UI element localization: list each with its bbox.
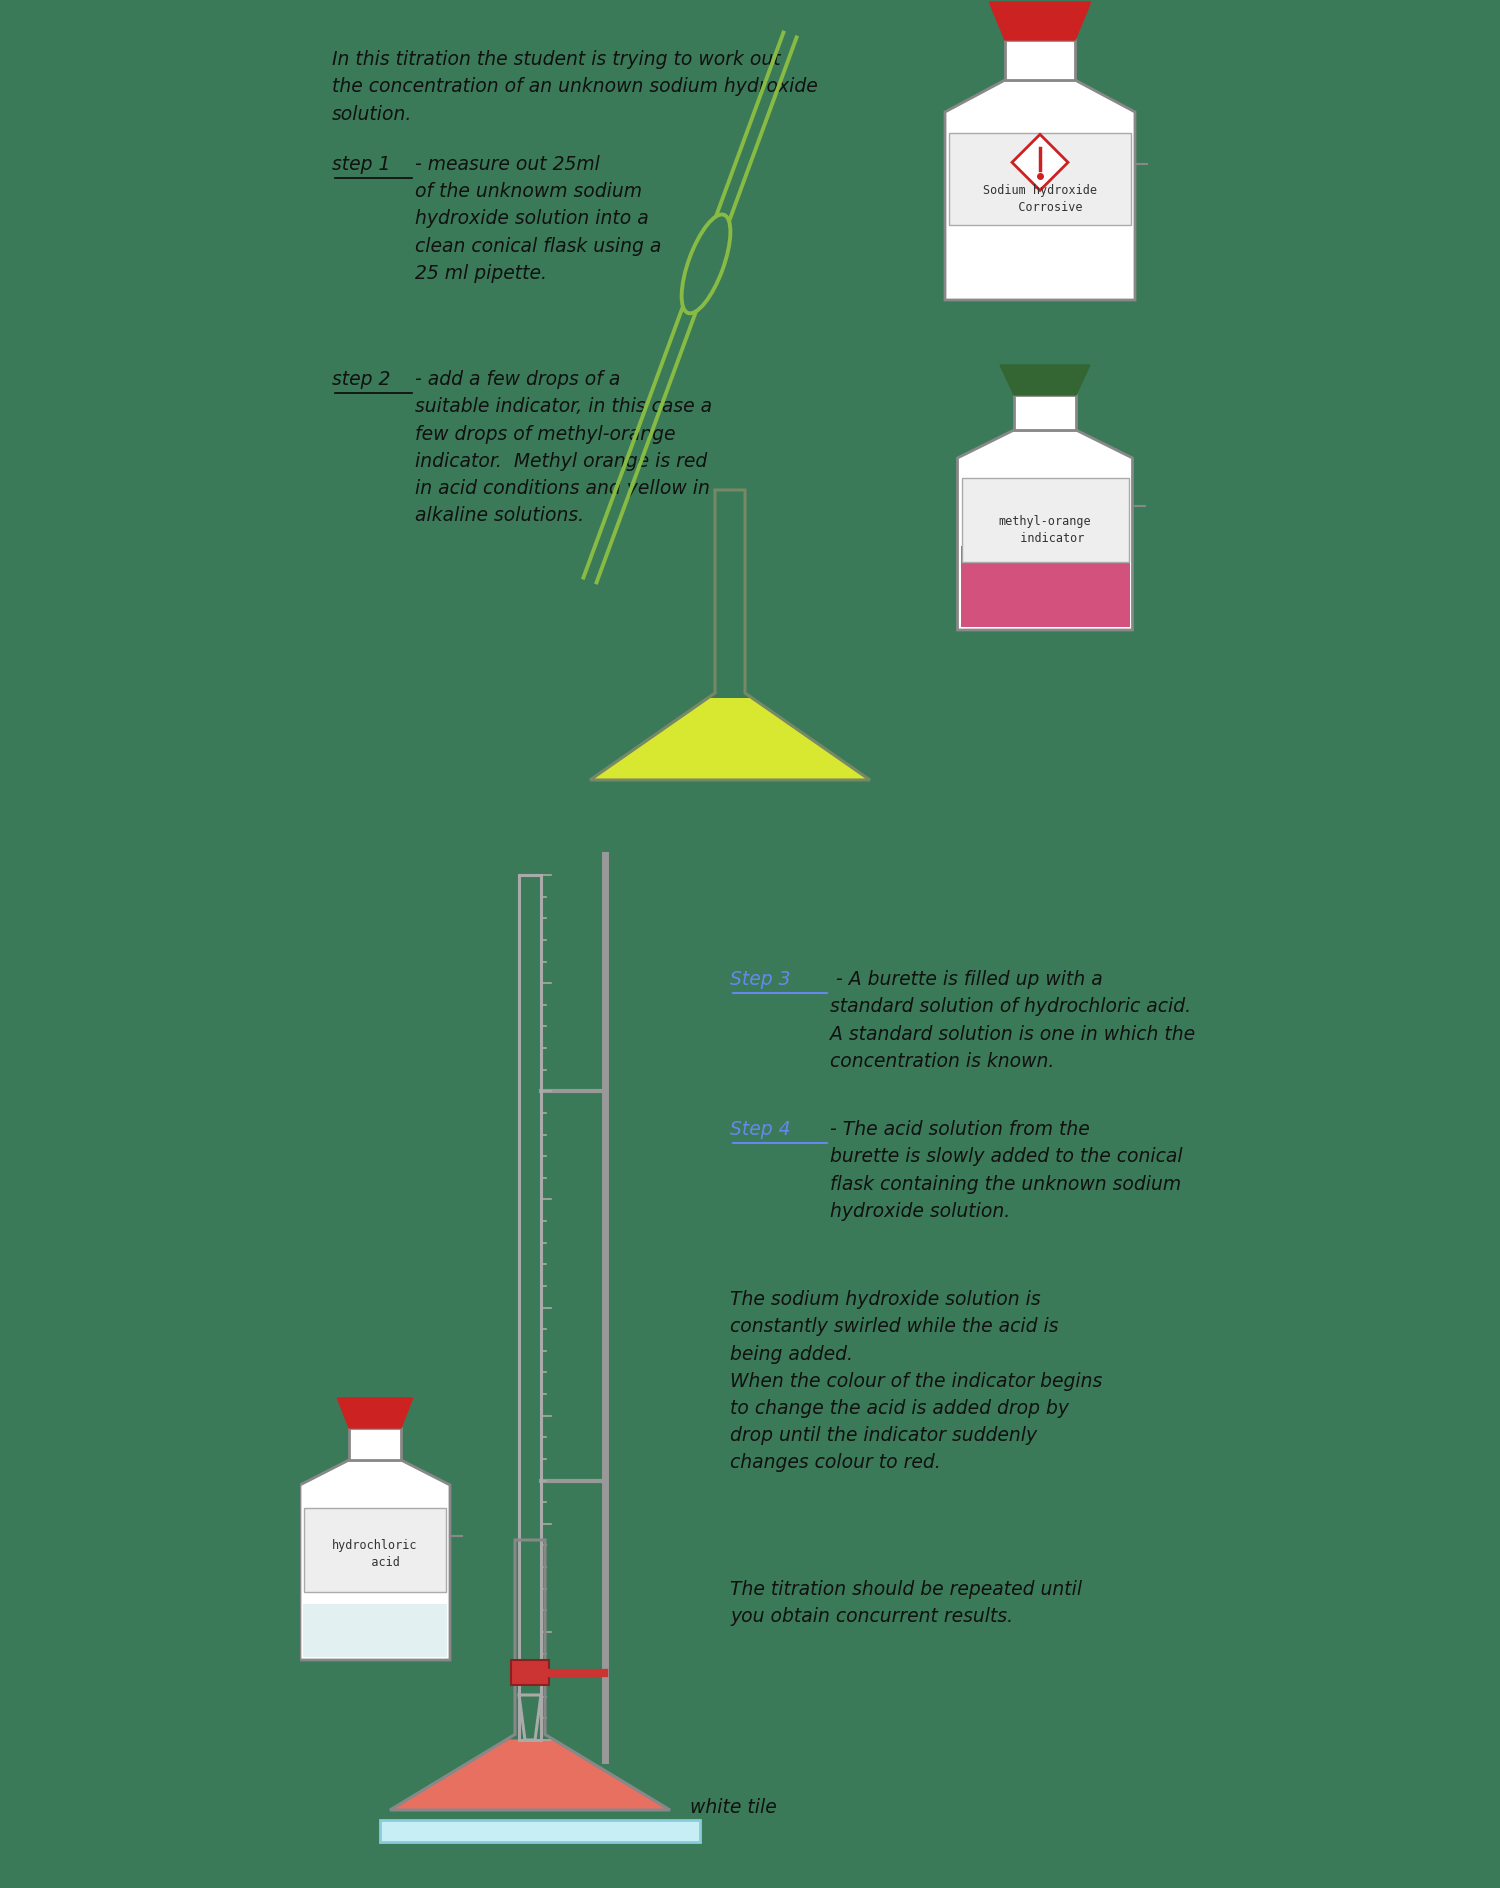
Polygon shape	[945, 79, 1136, 300]
Polygon shape	[303, 1605, 447, 1658]
Polygon shape	[390, 1739, 670, 1811]
Text: The titration should be repeated until
you obtain concurrent results.: The titration should be repeated until y…	[730, 1580, 1082, 1626]
Polygon shape	[590, 699, 870, 780]
Text: step 1: step 1	[332, 155, 390, 174]
Text: methyl-orange
  indicator: methyl-orange indicator	[999, 515, 1092, 546]
Text: Step 4: Step 4	[730, 1120, 790, 1138]
Polygon shape	[350, 1427, 400, 1459]
Polygon shape	[1005, 40, 1076, 79]
FancyBboxPatch shape	[304, 1509, 446, 1592]
Ellipse shape	[681, 215, 730, 313]
Polygon shape	[990, 2, 1090, 40]
Polygon shape	[957, 430, 1132, 631]
Text: - The acid solution from the
burette is slowly added to the conical
flask contai: - The acid solution from the burette is …	[830, 1120, 1182, 1222]
Polygon shape	[1014, 395, 1076, 430]
Polygon shape	[338, 1397, 412, 1427]
Text: - A burette is filled up with a
standard solution of hydrochloric acid.
A standa: - A burette is filled up with a standard…	[830, 970, 1196, 1070]
Text: The sodium hydroxide solution is
constantly swirled while the acid is
being adde: The sodium hydroxide solution is constan…	[730, 1290, 1102, 1473]
FancyBboxPatch shape	[380, 1820, 700, 1843]
Text: step 2: step 2	[332, 370, 390, 389]
Text: - measure out 25ml
of the unknowm sodium
hydroxide solution into a
clean conical: - measure out 25ml of the unknowm sodium…	[416, 155, 662, 283]
FancyBboxPatch shape	[950, 132, 1131, 225]
Text: Step 3: Step 3	[730, 970, 790, 989]
Text: - add a few drops of a
suitable indicator, in this case a
few drops of methyl-or: - add a few drops of a suitable indicato…	[416, 370, 712, 525]
Polygon shape	[960, 546, 1130, 627]
Polygon shape	[1000, 364, 1090, 395]
Text: hydrochloric
   acid: hydrochloric acid	[333, 1539, 418, 1569]
Text: white tile: white tile	[690, 1797, 777, 1816]
Text: Sodium hydroxide
   Corrosive: Sodium hydroxide Corrosive	[982, 185, 1096, 215]
Polygon shape	[300, 1459, 450, 1660]
Polygon shape	[1013, 134, 1068, 191]
Text: In this titration the student is trying to work out
the concentration of an unkn: In this titration the student is trying …	[332, 49, 818, 123]
FancyBboxPatch shape	[962, 478, 1128, 563]
FancyBboxPatch shape	[512, 1660, 549, 1684]
